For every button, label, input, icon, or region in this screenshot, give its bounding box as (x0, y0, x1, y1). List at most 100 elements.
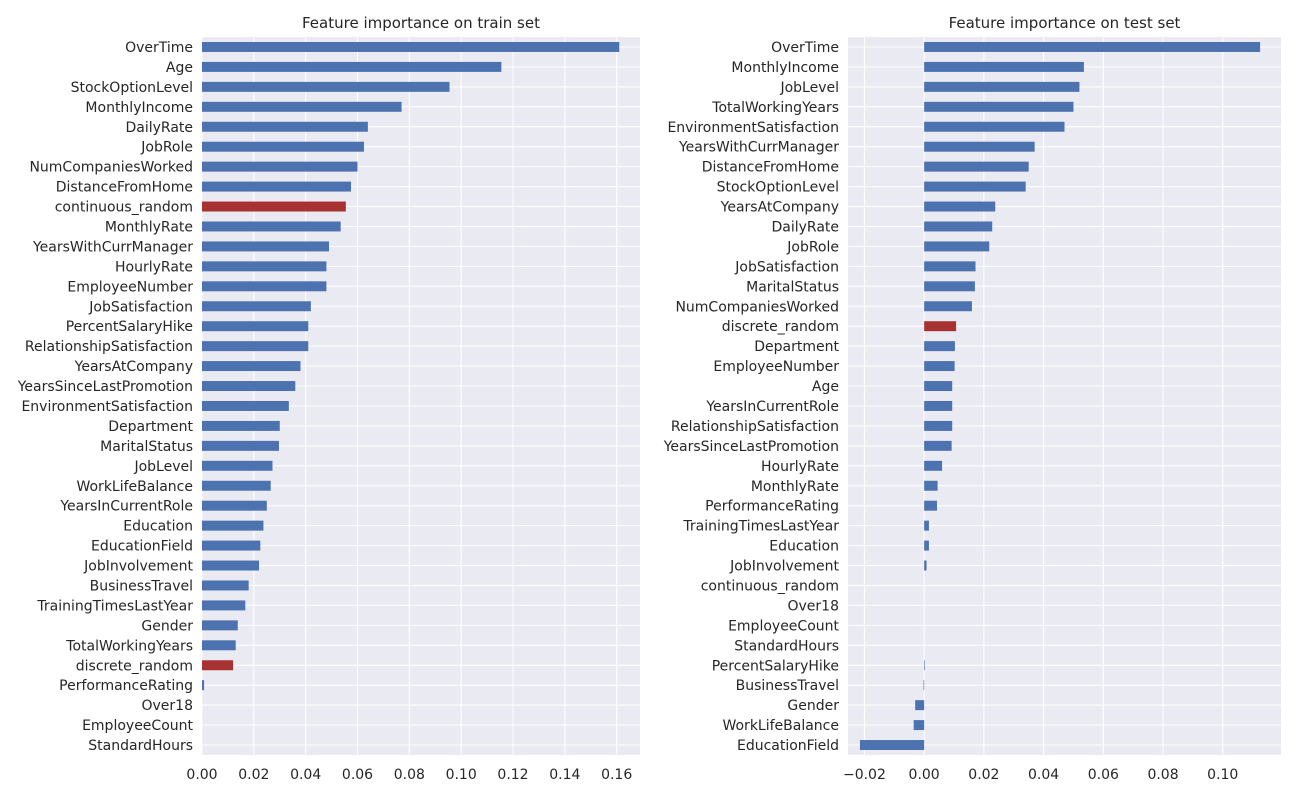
bar-EducationField (202, 540, 261, 551)
category-label: WorkLifeBalance (722, 718, 839, 734)
category-label: OverTime (771, 40, 839, 56)
bar-YearsAtCompany (202, 361, 301, 372)
bar-DistanceFromHome (202, 181, 352, 192)
bar-RelationshipSatisfaction (202, 341, 309, 352)
category-label: Gender (787, 698, 839, 714)
x-tick-label: 0.00 (186, 767, 217, 783)
category-label: Age (166, 60, 193, 76)
x-tick-label: 0.06 (1088, 767, 1119, 783)
category-label: JobLevel (779, 80, 839, 96)
chart-test: OverTime MonthlyIncome JobLevel TotalWorkin… (663, 14, 1281, 783)
bar-PerformanceRating (924, 500, 937, 511)
category-label: discrete_random (76, 658, 193, 674)
bar-Gender (915, 700, 925, 711)
bar-JobRole (924, 241, 990, 252)
category-label: Age (812, 379, 839, 395)
category-label: StandardHours (88, 738, 193, 754)
category-label: TrainingTimesLastYear (682, 519, 839, 535)
category-label: PercentSalaryHike (66, 319, 193, 335)
bar-EducationField (859, 740, 925, 751)
bar-YearsSinceLastPromotion (924, 440, 952, 451)
bar-StockOptionLevel (202, 81, 450, 92)
category-label: StandardHours (734, 638, 839, 654)
x-tick-label: 0.02 (968, 767, 999, 783)
bar-YearsInCurrentRole (202, 500, 267, 511)
bar-NumCompaniesWorked (924, 301, 972, 312)
bar-EnvironmentSatisfaction (924, 121, 1065, 132)
category-label: YearsAtCompany (74, 359, 193, 375)
bar-PerformanceRating (202, 680, 205, 691)
bar-EnvironmentSatisfaction (202, 400, 289, 411)
x-tick-label: 0.02 (238, 767, 269, 783)
category-label: NumCompaniesWorked (29, 160, 193, 176)
bar-TotalWorkingYears (202, 640, 236, 651)
bar-JobSatisfaction (202, 301, 311, 312)
bar-WorkLifeBalance (202, 480, 271, 491)
category-label: EmployeeNumber (67, 279, 193, 295)
category-label: PerformanceRating (59, 678, 193, 694)
x-tick-label: 0.00 (909, 767, 940, 783)
bar-Education (202, 520, 264, 531)
category-label: Over18 (788, 598, 840, 614)
bar-OverTime (202, 41, 620, 52)
bar-discrete_random (924, 321, 957, 332)
bar-JobInvolvement (202, 560, 260, 571)
bar-PercentSalaryHike (202, 321, 309, 332)
bar-HourlyRate (924, 460, 943, 471)
x-tick-label: 0.14 (549, 767, 580, 783)
bar-BusinessTravel (923, 680, 925, 691)
category-label: MaritalStatus (746, 279, 839, 295)
category-label: discrete_random (722, 319, 839, 335)
category-label: Department (754, 339, 839, 355)
category-label: EnvironmentSatisfaction (667, 120, 839, 136)
bar-DailyRate (924, 221, 993, 232)
category-label: Education (123, 519, 193, 535)
bar-MaritalStatus (924, 281, 975, 292)
bar-MonthlyRate (202, 221, 341, 232)
category-label: Education (769, 539, 839, 555)
category-label: MaritalStatus (100, 439, 193, 455)
bar-Department (924, 341, 955, 352)
category-label: DailyRate (771, 219, 839, 235)
category-label: EducationField (737, 738, 839, 754)
category-label: Gender (141, 618, 193, 634)
bar-EmployeeNumber (924, 361, 955, 372)
x-tick-label: 0.04 (1028, 767, 1059, 783)
category-label: JobSatisfaction (734, 259, 839, 275)
category-label: JobSatisfaction (88, 299, 193, 315)
x-tick-label: 0.08 (394, 767, 425, 783)
bar-continuous_random (202, 201, 346, 212)
category-label: YearsSinceLastPromotion (17, 379, 193, 395)
category-label: YearsAtCompany (720, 200, 839, 216)
bar-DailyRate (202, 121, 368, 132)
bar-discrete_random (202, 660, 234, 671)
category-label: JobInvolvement (83, 559, 193, 575)
category-label: RelationshipSatisfaction (671, 419, 839, 435)
category-label: JobInvolvement (729, 559, 839, 575)
bar-EmployeeNumber (202, 281, 327, 292)
category-label: PerformanceRating (705, 499, 839, 515)
category-label: NumCompaniesWorked (675, 299, 839, 315)
category-label: JobLevel (133, 459, 193, 475)
category-label: EducationField (91, 539, 193, 555)
category-label: MonthlyRate (105, 219, 193, 235)
plot-area (202, 37, 640, 755)
bar-Department (202, 420, 280, 431)
chart-train: OverTime Age StockOptionLevel MonthlyIncome… (17, 14, 640, 783)
category-label: DailyRate (125, 120, 193, 136)
chart-title: Feature importance on train set (302, 14, 540, 32)
bar-TrainingTimesLastYear (202, 600, 246, 611)
bar-YearsWithCurrManager (202, 241, 329, 252)
plot-area (848, 37, 1281, 755)
category-label: StockOptionLevel (717, 180, 839, 196)
category-label: EmployeeCount (82, 718, 193, 734)
category-label: WorkLifeBalance (76, 479, 193, 495)
bar-WorkLifeBalance (913, 720, 925, 731)
category-label: HourlyRate (115, 259, 193, 275)
bar-JobLevel (202, 460, 273, 471)
category-label: MonthlyRate (751, 479, 839, 495)
bar-Education (924, 540, 929, 551)
bar-BusinessTravel (202, 580, 249, 591)
bar-MaritalStatus (202, 440, 279, 451)
category-label: YearsWithCurrManager (32, 239, 193, 255)
